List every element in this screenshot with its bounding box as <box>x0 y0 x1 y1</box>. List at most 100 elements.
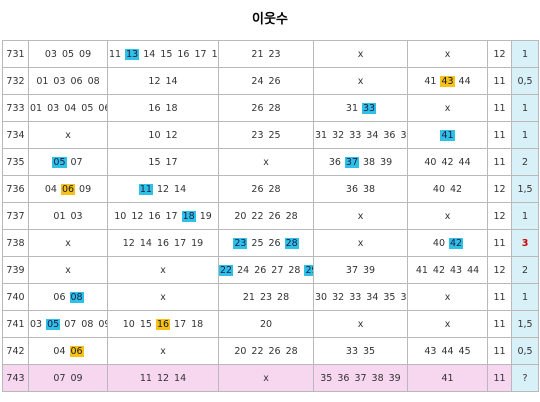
numbers-cell-3: x <box>218 364 314 392</box>
number: 09 <box>98 318 106 330</box>
highlighted-number: 08 <box>69 291 84 303</box>
number: 01 <box>36 75 49 87</box>
numbers-cell-5: x <box>407 310 488 338</box>
number: 26 <box>268 75 281 87</box>
numbers-cell-2: 10 12 <box>107 121 219 149</box>
number: 19 <box>191 237 204 249</box>
numbers-cell-5: x <box>407 94 488 122</box>
number: 41 <box>441 372 454 384</box>
number: 34 <box>366 129 379 141</box>
count-cell: 11 <box>487 94 512 122</box>
number: 10 <box>114 210 127 222</box>
number: 14 <box>174 372 187 384</box>
number: 38 <box>371 372 384 384</box>
numbers-cell-2: 11 12 14 <box>107 364 219 392</box>
number: 31 <box>345 102 358 114</box>
number: 37 <box>345 264 358 276</box>
number: 17 <box>165 156 178 168</box>
score-cell: 0,5 <box>511 337 539 365</box>
number: x <box>65 264 71 276</box>
number: 43 <box>424 345 437 357</box>
number: 19 <box>211 48 218 60</box>
number: 10 <box>122 318 135 330</box>
number: 25 <box>268 129 281 141</box>
numbers-cell-4: 37 39 <box>313 256 408 284</box>
numbers-cell-1: 07 09 <box>28 364 108 392</box>
round-number-cell: 741 <box>2 310 29 338</box>
numbers-cell-3: 26 28 <box>218 94 314 122</box>
round-number-cell: 731 <box>2 40 29 68</box>
number: 03 <box>53 75 66 87</box>
numbers-cell-4: 35 36 37 38 39 <box>313 364 408 392</box>
number: 09 <box>79 48 92 60</box>
number: 16 <box>177 48 190 60</box>
round-number-cell: 742 <box>2 337 29 365</box>
highlighted-number: 42 <box>449 237 464 249</box>
number: 09 <box>70 372 83 384</box>
number: 15 <box>148 156 161 168</box>
round-number-cell: 736 <box>2 175 29 203</box>
score-cell: 0,5 <box>511 67 539 95</box>
number: 24 <box>251 75 264 87</box>
number: x <box>160 345 166 357</box>
number: x <box>357 210 364 222</box>
count-cell: 12 <box>487 256 512 284</box>
number: x <box>160 291 166 303</box>
numbers-cell-5: x <box>407 40 488 68</box>
numbers-cell-3: 23 25 26 28 <box>218 229 314 257</box>
number: 33 <box>349 291 362 303</box>
round-number-cell: 743 <box>2 364 29 392</box>
count-cell: 12 <box>487 175 512 203</box>
number: 23 <box>259 291 273 303</box>
number: 16 <box>156 237 170 249</box>
round-number-cell: 739 <box>2 256 29 284</box>
number: 36 <box>400 291 407 303</box>
count-cell: 12 <box>487 40 512 68</box>
number: 39 <box>400 129 407 141</box>
score-cell: 3 <box>511 229 539 257</box>
number: 01 <box>53 210 66 222</box>
number: 41 <box>424 75 437 87</box>
number: 28 <box>268 102 281 114</box>
number: 07 <box>53 372 66 384</box>
number: 39 <box>363 264 376 276</box>
number: 05 <box>61 48 75 60</box>
number: x <box>357 48 364 60</box>
number: 26 <box>254 264 267 276</box>
number: 06 <box>53 291 66 303</box>
number: 42 <box>432 264 445 276</box>
number: 14 <box>139 237 152 249</box>
numbers-cell-3: 21 23 28 <box>218 283 314 311</box>
count-cell: 11 <box>487 283 512 311</box>
numbers-cell-5: 40 42 44 <box>407 148 488 176</box>
numbers-cell-3: x <box>218 148 314 176</box>
numbers-cell-2: 10 15 16 17 18 <box>107 310 219 338</box>
numbers-cell-4: 33 35 <box>313 337 408 365</box>
number: 12 <box>156 183 170 195</box>
highlighted-number: 16 <box>155 318 171 330</box>
number: 43 <box>450 264 463 276</box>
round-number-cell: 737 <box>2 202 29 230</box>
numbers-cell-4: 31 32 33 34 36 39 <box>313 121 408 149</box>
number: 42 <box>441 156 454 168</box>
numbers-cell-4: 30 32 33 34 35 36 <box>313 283 408 311</box>
numbers-cell-2: 15 17 <box>107 148 219 176</box>
number: 27 <box>271 264 284 276</box>
number: 03 <box>44 48 57 60</box>
number: 21 <box>251 48 264 60</box>
number: 44 <box>458 75 471 87</box>
number: x <box>263 372 269 384</box>
highlighted-number: 13 <box>125 48 140 60</box>
number: 17 <box>165 210 178 222</box>
count-cell: 11 <box>487 337 512 365</box>
number: x <box>357 237 364 249</box>
number: 12 <box>165 129 178 141</box>
number: 18 <box>165 102 178 114</box>
highlighted-number: 23 <box>233 237 248 249</box>
numbers-cell-4: x <box>313 40 408 68</box>
number: 14 <box>174 183 187 195</box>
number: 25 <box>251 237 264 249</box>
count-cell: 11 <box>487 310 512 338</box>
